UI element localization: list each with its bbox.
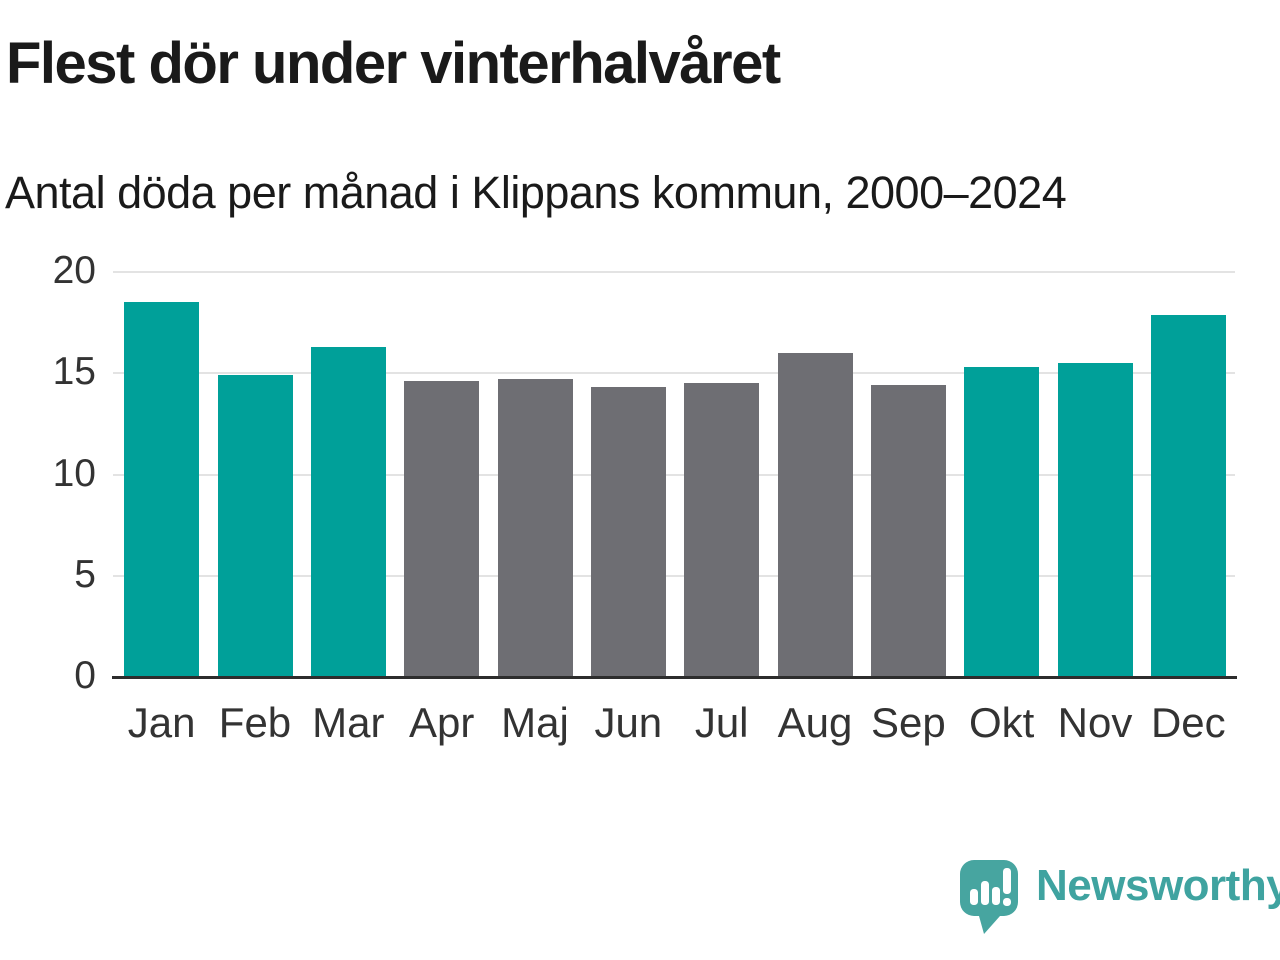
x-tick-label-aug: Aug bbox=[777, 699, 853, 746]
bar-maj bbox=[497, 379, 573, 677]
chart-title: Flest dör under vinterhalvåret bbox=[6, 31, 781, 96]
x-tick-label-nov: Nov bbox=[1057, 699, 1133, 746]
x-tick-label-okt: Okt bbox=[968, 699, 1035, 746]
bar-aug bbox=[777, 353, 853, 677]
x-tick-label-feb: Feb bbox=[218, 699, 292, 746]
x-tick-label-maj: Maj bbox=[501, 699, 569, 746]
y-tick-label-15: 15 bbox=[52, 350, 96, 394]
gridline-y5 bbox=[113, 574, 1235, 577]
chart-subtitle: Antal döda per månad i Klippans kommun, … bbox=[5, 167, 1067, 218]
gridline-y20 bbox=[113, 271, 1235, 273]
bar-apr bbox=[404, 381, 480, 677]
bar-sep bbox=[870, 385, 946, 677]
x-tick-label-mar: Mar bbox=[312, 699, 385, 746]
bar-mar bbox=[310, 346, 386, 677]
bar-jul bbox=[684, 383, 760, 677]
x-axis-line bbox=[112, 676, 1237, 679]
gridline-y10 bbox=[113, 473, 1235, 476]
x-tick-label-sep: Sep bbox=[870, 699, 946, 746]
brand-footer: Newsworthy bbox=[960, 860, 1280, 938]
x-tick-label-jun: Jun bbox=[594, 699, 663, 746]
bar-nov bbox=[1057, 363, 1133, 677]
bar-jan bbox=[124, 302, 200, 677]
bar-dec bbox=[1150, 314, 1226, 677]
y-tick-label-5: 5 bbox=[74, 552, 96, 596]
bar-jun bbox=[590, 387, 666, 677]
brand-name: Newsworthy bbox=[1036, 861, 1280, 910]
x-tick-label-jul: Jul bbox=[694, 699, 749, 746]
y-tick-label-10: 10 bbox=[52, 451, 96, 495]
x-tick-label-apr: Apr bbox=[408, 699, 475, 746]
y-tick-label-0: 0 bbox=[74, 653, 96, 697]
x-tick-label-jan: Jan bbox=[127, 699, 196, 746]
bar-okt bbox=[964, 367, 1040, 677]
x-tick-label-dec: Dec bbox=[1150, 699, 1226, 746]
newsworthy-pin-barchart-icon bbox=[960, 860, 1018, 934]
bar-feb bbox=[217, 375, 293, 677]
gridline-y15 bbox=[113, 372, 1235, 375]
y-tick-label-20: 20 bbox=[52, 248, 96, 292]
